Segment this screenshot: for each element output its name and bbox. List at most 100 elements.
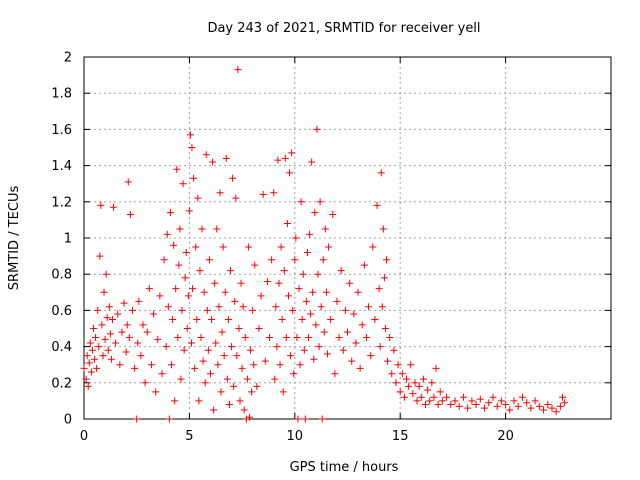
data-point [286, 169, 294, 177]
data-point [455, 402, 463, 410]
data-point [415, 382, 423, 390]
data-point [131, 364, 139, 372]
data-point [424, 386, 432, 394]
y-tick-label: 1.2 [51, 195, 72, 210]
data-point [270, 189, 278, 197]
data-point [177, 375, 185, 383]
data-point [232, 194, 240, 202]
data-point [320, 328, 328, 336]
data-point [212, 339, 220, 347]
data-point [135, 297, 143, 305]
data-point [122, 348, 130, 356]
data-point [319, 256, 327, 264]
data-point [192, 243, 200, 251]
data-point [309, 288, 317, 296]
data-point [485, 399, 493, 407]
data-point [317, 303, 325, 311]
data-point [506, 406, 514, 414]
data-point [540, 406, 548, 414]
data-point [312, 321, 320, 329]
data-point [238, 364, 246, 372]
x-tick-label: 15 [392, 429, 409, 444]
data-point [561, 399, 569, 407]
data-point [235, 325, 243, 332]
data-point [348, 357, 356, 365]
data-point [287, 352, 295, 360]
data-point [378, 303, 386, 311]
data-point [407, 361, 415, 369]
y-tick-label: 2 [64, 51, 72, 66]
data-point [438, 397, 446, 405]
data-point [339, 346, 347, 354]
data-point [189, 285, 197, 293]
data-point [120, 299, 128, 307]
data-point [354, 288, 362, 296]
data-point [104, 346, 112, 354]
data-point [273, 343, 281, 351]
data-point [426, 397, 434, 405]
data-point [223, 375, 231, 383]
data-point [268, 256, 276, 264]
data-point [95, 343, 103, 351]
plot-frame [83, 56, 612, 420]
data-point [266, 334, 274, 342]
data-point [481, 404, 489, 412]
data-point [213, 225, 221, 233]
data-point [413, 397, 421, 405]
data-point [388, 370, 396, 378]
data-point [169, 315, 177, 323]
data-point [261, 357, 269, 365]
data-point [373, 201, 381, 209]
data-point [87, 368, 95, 376]
data-point [280, 267, 288, 275]
data-point [175, 261, 183, 269]
data-point [278, 315, 286, 323]
grid-layer [84, 57, 611, 419]
data-point [105, 303, 113, 311]
data-point [346, 279, 354, 287]
data-point [409, 390, 417, 398]
data-point [321, 225, 329, 233]
data-point [282, 334, 290, 342]
data-point [379, 225, 387, 233]
data-point [276, 361, 284, 369]
data-point [211, 279, 219, 287]
data-point [194, 194, 202, 202]
data-point [369, 243, 377, 251]
data-point [84, 382, 92, 390]
data-point [251, 261, 259, 269]
data-point [101, 335, 109, 343]
data-point [288, 149, 296, 157]
data-point [337, 267, 345, 275]
y-tick-label: 0.2 [51, 376, 72, 391]
data-point [335, 334, 343, 342]
data-point [143, 328, 151, 336]
data-point [284, 292, 292, 300]
data-point [179, 180, 187, 188]
data-point [114, 310, 122, 318]
data-point [375, 285, 383, 293]
data-point [234, 66, 242, 74]
data-point [191, 364, 199, 372]
data-point [98, 321, 106, 329]
data-point [147, 361, 155, 369]
data-point [303, 248, 311, 256]
data-point [110, 203, 118, 211]
data-point [227, 267, 235, 275]
x-tick-label: 10 [287, 429, 304, 444]
data-point [291, 256, 299, 264]
data-point [125, 334, 133, 342]
data-point [296, 361, 304, 369]
data-point [257, 292, 265, 300]
data-point [166, 209, 174, 217]
data-point [556, 402, 564, 410]
data-point [325, 243, 333, 251]
data-point [290, 370, 298, 378]
data-point [341, 306, 349, 314]
data-point [209, 158, 217, 166]
data-point [180, 346, 188, 354]
data-point [230, 382, 238, 390]
data-point [152, 388, 160, 396]
data-point [297, 198, 305, 206]
data-point [107, 355, 115, 363]
